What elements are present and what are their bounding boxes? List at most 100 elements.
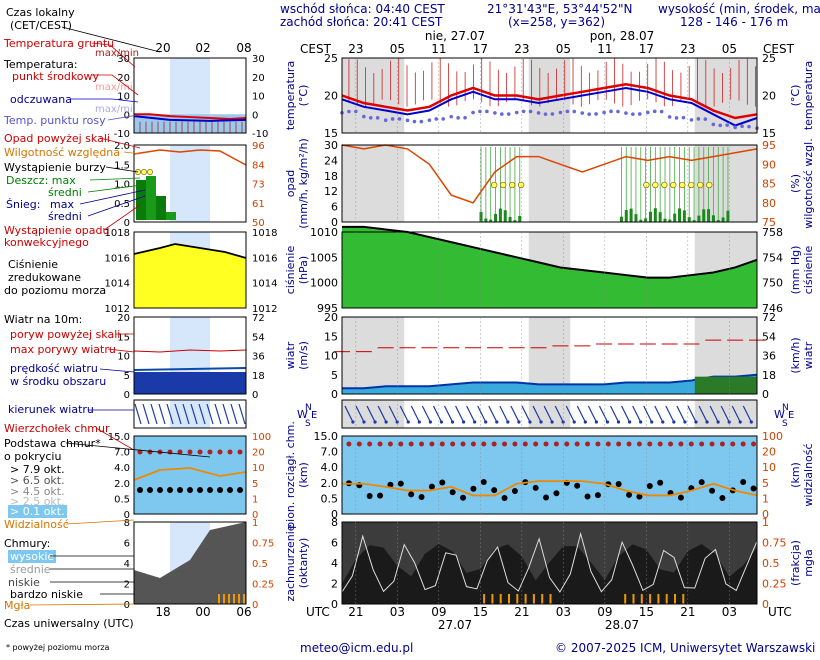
wind-arrow xyxy=(709,405,719,423)
mini-cloud-top-dot xyxy=(187,449,193,455)
rain-mid-bar xyxy=(673,213,677,222)
dew-point-dot xyxy=(580,111,585,115)
dew-point-dot xyxy=(493,111,497,115)
wind-arrow xyxy=(598,405,608,423)
dew-point-dot xyxy=(733,125,737,130)
cloud-base-dot xyxy=(574,482,581,489)
grid-text: (x=258, y=362) xyxy=(508,15,606,29)
mini-left-tick: 4.0 xyxy=(114,463,130,474)
panel-label-right: widzialność xyxy=(802,443,815,506)
mini-right-tick: 18 xyxy=(252,371,265,382)
panel-label-right: wilgotność wzgl. xyxy=(802,138,815,228)
dew-point-dot xyxy=(478,109,482,114)
dew-point-dot xyxy=(674,116,679,120)
panel-unit-left: (m/s) xyxy=(297,341,310,370)
mini-storm-marker xyxy=(141,169,147,175)
dew-point-dot xyxy=(602,110,606,115)
panel-unit-left: (oktanty) xyxy=(297,538,310,589)
legend-connector xyxy=(107,348,135,353)
footer-email[interactable]: meteo@icm.edu.pl xyxy=(300,641,414,655)
left-tick-label: 20 xyxy=(324,90,338,103)
mini-panel-frame xyxy=(133,231,247,309)
storm-marker xyxy=(688,181,695,189)
mini-left-tick: 20 xyxy=(117,313,130,324)
mini-right-tick: 73 xyxy=(252,180,265,191)
fog-bar xyxy=(632,594,635,604)
left-tick-label: 25 xyxy=(324,52,338,65)
legend-connector xyxy=(105,166,139,173)
storm-marker xyxy=(697,181,704,189)
bottom-hour-label: 03 xyxy=(722,605,737,619)
mini-left-tick: 20 xyxy=(117,73,130,84)
dew-point-dot xyxy=(659,109,664,114)
date-label-2: 28.07 xyxy=(605,618,639,632)
night-band xyxy=(342,400,405,428)
rain-mid-bar xyxy=(653,208,657,222)
humidity-line xyxy=(341,144,758,204)
cloud-base-dot xyxy=(449,489,456,496)
fog-bar xyxy=(624,594,627,604)
legend-connector xyxy=(29,603,135,606)
wind-arrow-head xyxy=(351,420,355,424)
storm-marker xyxy=(706,181,713,189)
legend-cloud-base-2: o pokryciu xyxy=(4,450,62,463)
wind-arrow xyxy=(587,405,597,423)
mini-cloud-top-dot xyxy=(197,449,203,455)
mini-cloud-base-dot xyxy=(187,487,193,493)
legend-connector xyxy=(91,42,136,68)
mini-left-tick: 10 xyxy=(117,92,130,103)
mini-right-tick: 0 xyxy=(252,600,258,611)
mini-right-tick: 1 xyxy=(252,518,258,529)
bottom-hour-label: 21 xyxy=(348,605,363,619)
mini-fog-bar xyxy=(243,594,245,604)
cloud-base-dot xyxy=(501,494,508,501)
dew-point-dot xyxy=(543,112,548,116)
mini-right-tick: 0.25 xyxy=(252,580,274,591)
legend-temperature: Temperatura: xyxy=(4,58,78,71)
right-tick-label: 5 xyxy=(762,477,769,490)
right-tick-label: 10 xyxy=(762,461,776,474)
mini-top-hour: 20 xyxy=(155,41,170,55)
cloud-base-dot xyxy=(719,494,726,501)
legend-pressure-3: do poziomu morza xyxy=(4,284,107,297)
mini-rain-bar xyxy=(156,196,166,220)
legend-gust-max: max porywy wiatru xyxy=(10,343,116,356)
right-tick-label: 75 xyxy=(762,216,776,229)
wind-arrow xyxy=(554,405,564,423)
mini-fog-bar xyxy=(238,594,240,604)
cloud-top-dot xyxy=(636,441,642,447)
legend-connector xyxy=(95,427,135,451)
legend-low: niskie xyxy=(8,576,40,589)
rain-mid-bar xyxy=(489,219,493,222)
wind-arrow xyxy=(399,405,409,423)
legend-pressure: Ciśnienie xyxy=(8,258,59,271)
mini-left-tick: 1012 xyxy=(105,304,130,315)
mini-left-tick: 0 xyxy=(124,510,130,521)
storm-marker xyxy=(500,181,507,189)
wind-arrow xyxy=(720,405,730,423)
right-tick-label: 750 xyxy=(762,277,783,290)
panel-label-right: ciśnienie xyxy=(802,246,815,295)
dew-point-dot xyxy=(667,115,672,119)
right-tick-label: 80 xyxy=(762,197,776,210)
cloud-top-dot xyxy=(605,441,611,447)
panel-unit-left: (mm/h, kg/m²/h) xyxy=(297,138,310,229)
dew-point-dot xyxy=(375,116,380,120)
mini-wind-arrow xyxy=(158,403,166,425)
footer-copyright: © 2007-2025 ICM, Uniwersytet Warszawski xyxy=(555,641,816,655)
panel-unit-right: (km) xyxy=(789,462,802,488)
right-tick-label: 85 xyxy=(762,178,776,191)
cloud-top-dot xyxy=(408,441,414,447)
legend-visibility: Widzialność xyxy=(4,518,69,531)
low-clouds-area xyxy=(342,544,757,604)
legend-connector xyxy=(87,195,146,217)
mini-wind-arrow xyxy=(230,403,238,425)
left-tick-label: 995 xyxy=(317,302,338,315)
cloud-base-dot xyxy=(480,479,487,486)
legend-wind-at: Wiatr na 10m: xyxy=(4,313,83,326)
wind-arrow-head xyxy=(738,420,742,424)
cloud-base-dot xyxy=(553,490,560,497)
panel-label-left: opad xyxy=(284,170,297,197)
cloud-top-dot xyxy=(512,441,518,447)
legend-snow-mid: średni xyxy=(48,210,82,223)
